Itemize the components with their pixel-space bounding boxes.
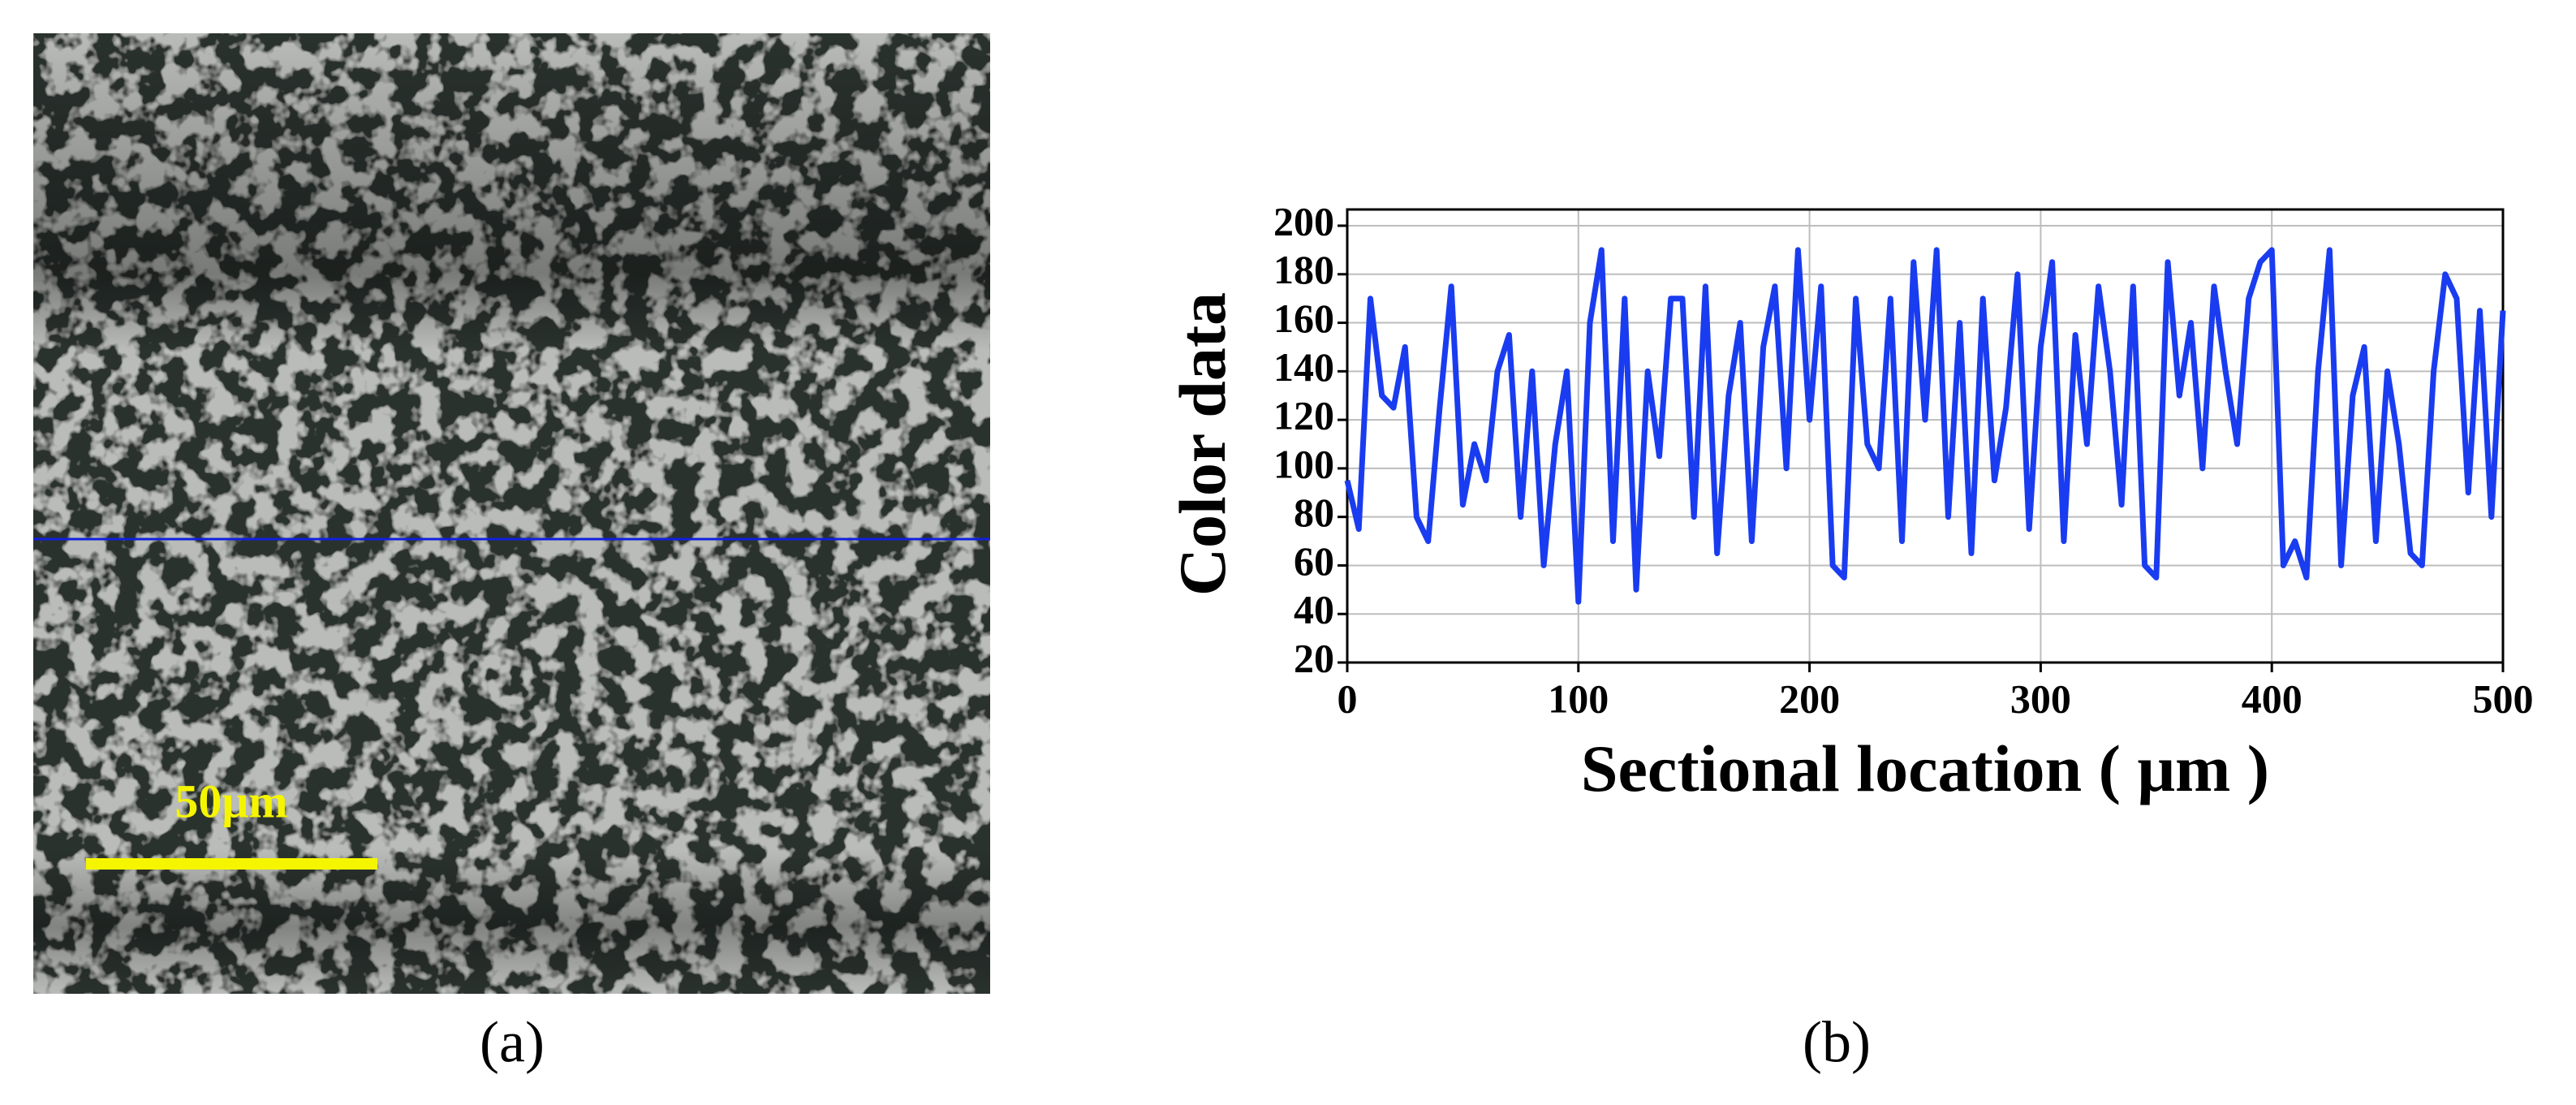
y-tick-label: 200 [1273, 198, 1334, 244]
x-tick-label: 500 [2473, 676, 2534, 721]
x-tick-label: 200 [1779, 676, 1840, 721]
y-tick-label: 120 [1273, 393, 1334, 438]
x-tick-label: 300 [2010, 676, 2071, 721]
panel-label: (a) [480, 1010, 545, 1075]
y-tick-label: 60 [1294, 538, 1334, 584]
y-tick-label: 20 [1294, 635, 1334, 680]
panel-label: (b) [1803, 1010, 1871, 1075]
data-line [1344, 247, 2506, 605]
x-tick-label: 400 [2242, 676, 2302, 721]
plot-frame [1346, 208, 2505, 664]
y-tick-label: 100 [1273, 441, 1334, 486]
y-tick-label: 180 [1273, 247, 1334, 292]
y-tick-label: 80 [1294, 490, 1334, 535]
y-tick-label: 160 [1273, 296, 1334, 341]
y-axis-title: Color data [1165, 292, 1239, 596]
x-tick-label: 100 [1548, 676, 1609, 721]
micrograph: 50μm [33, 33, 990, 994]
y-tick-label: 140 [1273, 344, 1334, 390]
x-tick-label: 0 [1338, 676, 1358, 721]
scale-bar-label: 50μm [174, 775, 287, 827]
y-tick-label: 40 [1294, 587, 1334, 632]
micrograph-shading [33, 33, 990, 994]
x-axis-title: Sectional location ( μm ) [1581, 732, 2269, 805]
